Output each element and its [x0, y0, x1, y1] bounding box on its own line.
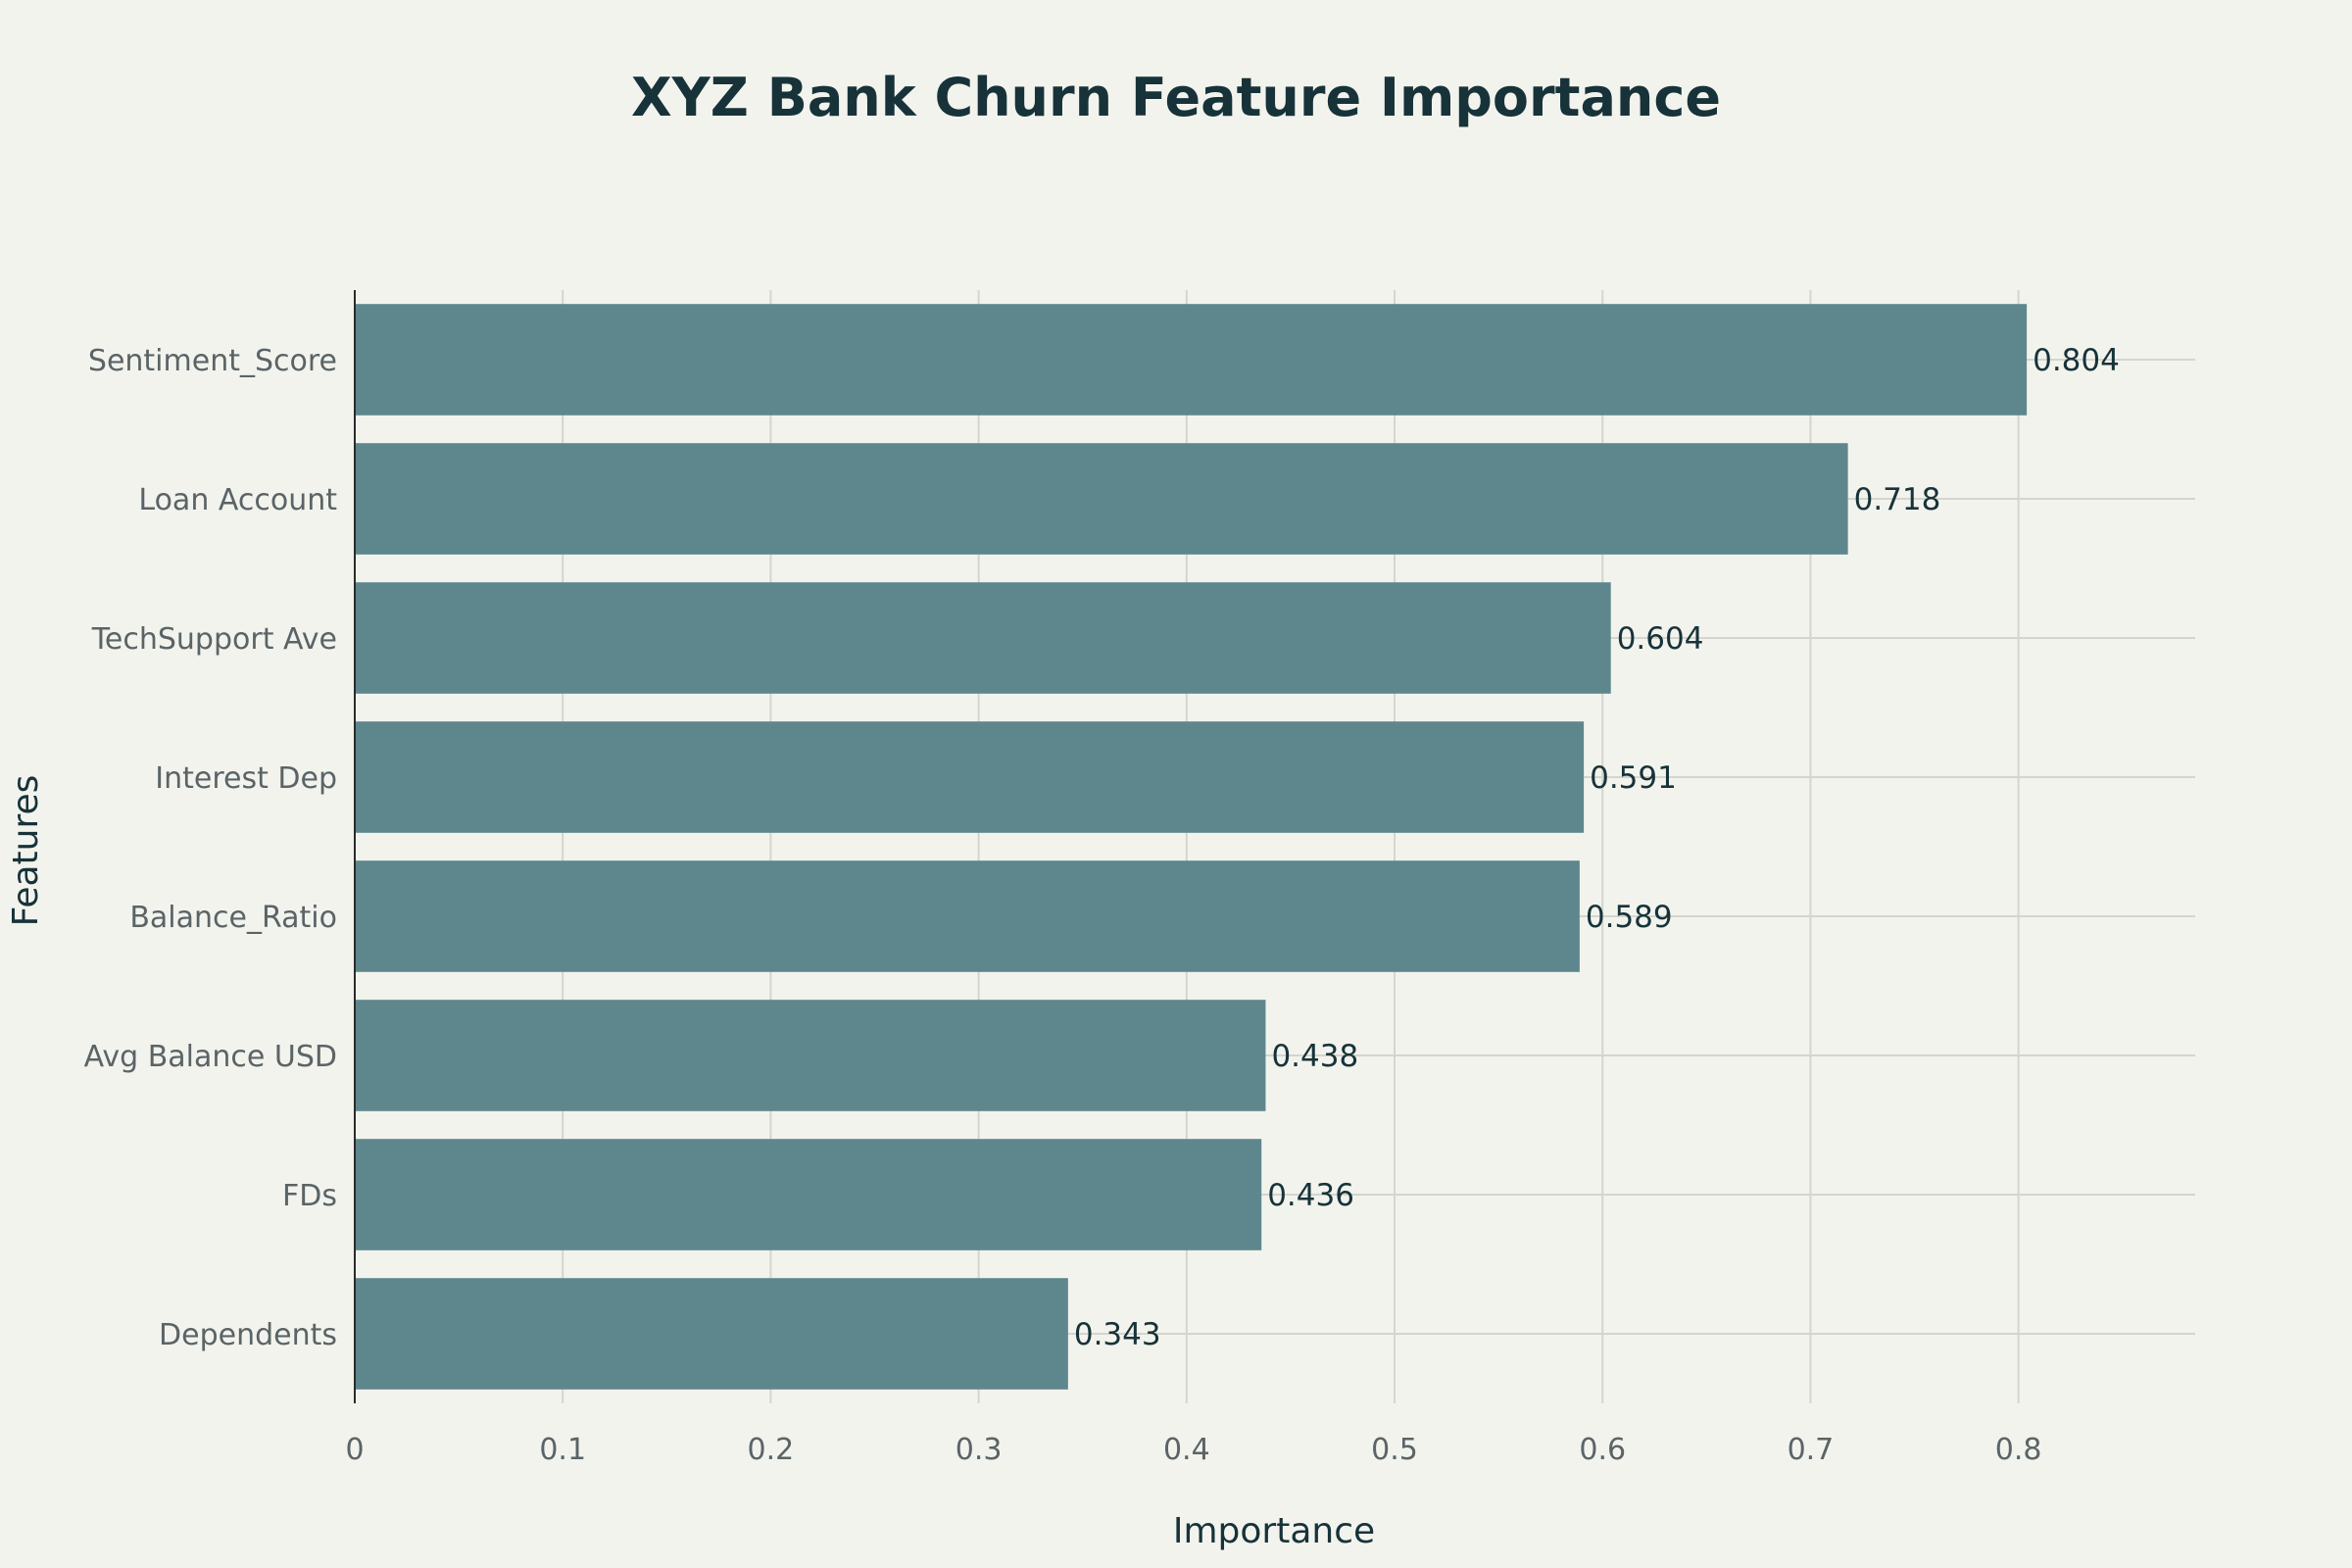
data-label: 0.343 [1074, 1317, 1161, 1352]
y-tick-label: Dependents [159, 1318, 337, 1352]
data-label: 0.804 [2033, 343, 2120, 378]
y-tick-label: FDs [282, 1179, 337, 1213]
y-tick-label: Sentiment_Score [88, 344, 337, 378]
data-label: 0.589 [1586, 900, 1673, 935]
data-label: 0.718 [1854, 482, 1941, 517]
y-tick-label: Loan Account [138, 483, 337, 517]
bar [355, 860, 1580, 972]
y-tick-label: TechSupport Ave [91, 622, 337, 657]
x-tick-label: 0.8 [1995, 1433, 2042, 1467]
x-tick-label: 0.7 [1788, 1433, 1835, 1467]
y-tick-label: Balance_Ratio [129, 901, 337, 935]
x-tick-label: 0.6 [1579, 1433, 1626, 1467]
x-tick-label: 0.5 [1371, 1433, 1418, 1467]
x-tick-labels: 0 0.1 0.2 0.3 0.4 0.5 0.6 0.7 0.8 [345, 1433, 2041, 1467]
x-tick-label: 0.4 [1163, 1433, 1210, 1467]
bars [355, 304, 2028, 1390]
x-axis-title: Importance [1173, 1511, 1375, 1551]
bar [355, 443, 1848, 555]
x-tick-label: 0.1 [539, 1433, 586, 1467]
bar [355, 304, 2028, 416]
data-labels: 0.804 0.718 0.604 0.591 0.589 0.438 0.436 0.343 [1074, 343, 2120, 1352]
data-label: 0.438 [1271, 1039, 1358, 1074]
bar [355, 582, 1611, 694]
x-tick-label: 0.3 [956, 1433, 1003, 1467]
data-label: 0.604 [1617, 621, 1704, 657]
y-tick-labels: Sentiment_Score Loan Account TechSupport A… [84, 344, 338, 1352]
bar [355, 1139, 1262, 1250]
y-tick-label: Avg Balance USD [84, 1040, 337, 1074]
bar [355, 721, 1585, 833]
data-label: 0.436 [1267, 1178, 1354, 1213]
y-tick-label: Interest Dep [155, 761, 337, 796]
chart-title: XYZ Bank Churn Feature Importance [631, 67, 1721, 128]
x-tick-label: 0.2 [748, 1433, 795, 1467]
y-axis-title: Features [6, 775, 46, 927]
bar [355, 1278, 1068, 1390]
data-label: 0.591 [1590, 760, 1677, 796]
x-tick-label: 0 [345, 1433, 364, 1467]
bar [355, 1000, 1266, 1111]
